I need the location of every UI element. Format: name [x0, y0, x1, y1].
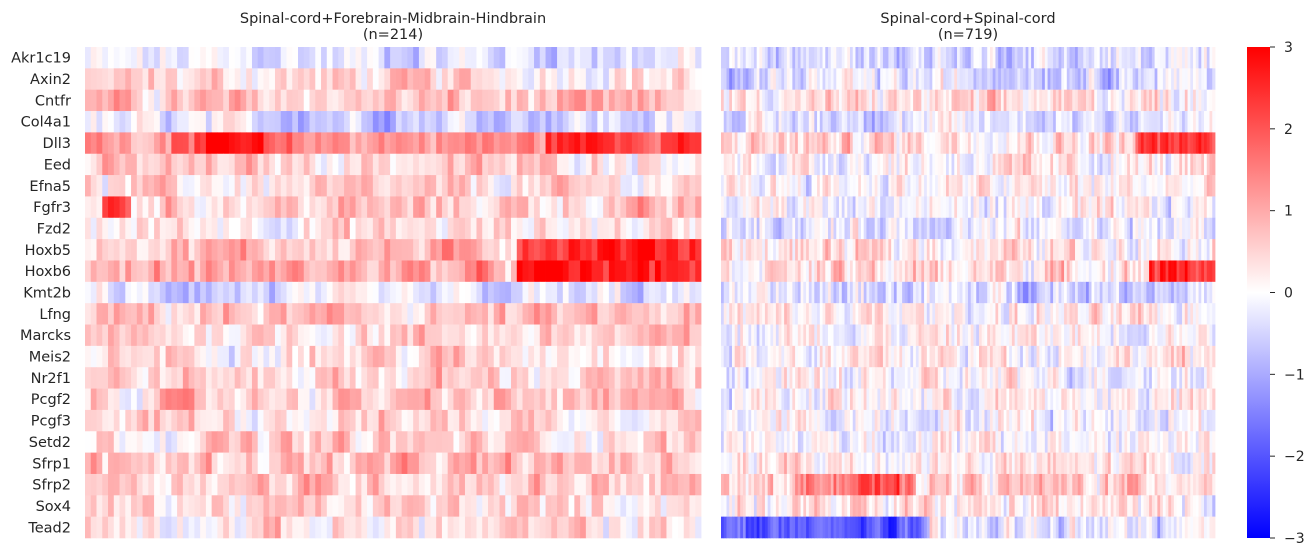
colorbar-tick-label: −1 [1284, 367, 1305, 383]
heatmap-row-setd2 [85, 431, 702, 453]
gene-label-axin2: Axin2 [30, 72, 71, 88]
heatmap-row-cntfr [85, 89, 702, 112]
heatmap-row-lfng [85, 303, 702, 325]
heatmap-row-meis2 [721, 345, 1216, 368]
heatmap-row-kmt2b [85, 281, 702, 304]
heatmap-panel-1 [85, 47, 702, 539]
heatmap-row-axin2 [721, 68, 1216, 90]
panel-1-subtitle: (n=214) [363, 27, 423, 43]
colorbar-tick-label: 1 [1284, 204, 1293, 220]
gene-label-eed: Eed [44, 157, 71, 173]
heatmap-row-nr2f1 [721, 367, 1216, 389]
heatmap-row-hoxb5 [85, 239, 702, 261]
heatmap-row-hoxb6 [85, 260, 702, 283]
gene-label-kmt2b: Kmt2b [23, 286, 71, 302]
colorbar-tick-label: −3 [1284, 531, 1305, 547]
gene-label-sox4: Sox4 [36, 499, 71, 515]
heatmap-row-axin2 [85, 68, 702, 90]
gene-axis-labels: Akr1c19 Axin2 Cntfr Col4a1 Dll3 Eed Efna5 Fgfr3… [11, 51, 71, 537]
gene-label-dll3: Dll3 [43, 136, 71, 152]
gene-label-akr1c19: Akr1c19 [11, 51, 71, 67]
heatmap-row-sox4 [85, 495, 702, 517]
heatmap-row-sfrp2 [85, 473, 702, 496]
heatmap-row-efna5 [85, 175, 702, 197]
heatmap-row-kmt2b [721, 281, 1216, 304]
gene-label-tead2: Tead2 [27, 520, 71, 536]
gene-label-nr2f1: Nr2f1 [31, 371, 71, 387]
heatmap-row-lfng [721, 303, 1216, 325]
gene-label-fgfr3: Fgfr3 [33, 200, 71, 216]
colorbar-tick-label: 0 [1284, 286, 1293, 302]
heatmap-row-sfrp1 [85, 452, 702, 475]
heatmap-row-akr1c19 [85, 47, 702, 69]
panel-1-title: Spinal-cord+Forebrain-Midbrain-Hindbrain [240, 11, 546, 27]
gene-label-sfrp1: Sfrp1 [32, 456, 71, 472]
heatmap-row-col4a1 [721, 111, 1216, 133]
gene-label-hoxb5: Hoxb5 [25, 243, 71, 259]
heatmap-row-tead2 [85, 516, 702, 539]
heatmap-row-meis2 [85, 345, 702, 368]
heatmap-row-hoxb6 [721, 260, 1216, 283]
heatmap-row-sfrp2 [721, 473, 1216, 496]
gene-label-meis2: Meis2 [29, 350, 71, 366]
colorbar-ticks: 3 2 1 0 −1 −2 −3 [1270, 40, 1305, 547]
heatmap-row-pcgf3 [721, 409, 1216, 432]
heatmap-row-pcgf2 [85, 388, 702, 411]
panel-2-subtitle: (n=719) [938, 27, 998, 43]
heatmap-row-fzd2 [721, 217, 1216, 240]
gene-label-sfrp2: Sfrp2 [32, 478, 71, 494]
colorbar [1247, 47, 1270, 538]
gene-label-cntfr: Cntfr [35, 93, 71, 109]
gene-label-efna5: Efna5 [29, 179, 71, 195]
gene-label-marcks: Marcks [20, 328, 71, 344]
panel-2-title: Spinal-cord+Spinal-cord [880, 11, 1055, 27]
heatmap-row-efna5 [721, 175, 1216, 197]
colorbar-tick-label: 2 [1284, 122, 1293, 138]
colorbar-tick-label: 3 [1284, 40, 1293, 56]
heatmap-row-sfrp1 [721, 452, 1216, 475]
heatmap-row-sox4 [721, 495, 1216, 517]
heatmap-row-eed [721, 153, 1216, 176]
heatmap-row-dll3 [721, 132, 1216, 155]
heatmap-row-fzd2 [85, 217, 702, 240]
heatmap-row-dll3 [85, 132, 702, 155]
gene-label-hoxb6: Hoxb6 [25, 264, 71, 280]
colorbar-tick-label: −2 [1284, 449, 1305, 465]
heatmap-row-marcks [85, 324, 702, 347]
gene-label-pcgf3: Pcgf3 [31, 414, 71, 430]
heatmap-row-hoxb5 [721, 239, 1216, 261]
gene-label-lfng: Lfng [39, 307, 71, 323]
gene-label-fzd2: Fzd2 [37, 221, 71, 237]
heatmap-row-pcgf3 [85, 409, 702, 432]
heatmap-row-col4a1 [85, 111, 702, 133]
heatmap-row-nr2f1 [85, 367, 702, 389]
heatmap-row-cntfr [721, 89, 1216, 112]
heatmap-row-eed [85, 153, 702, 176]
gene-label-pcgf2: Pcgf2 [31, 392, 71, 408]
heatmap-row-marcks [721, 324, 1216, 347]
heatmap-row-pcgf2 [721, 388, 1216, 411]
heatmap-panel-2 [721, 47, 1216, 539]
gene-label-col4a1: Col4a1 [21, 115, 71, 131]
gene-label-setd2: Setd2 [29, 435, 71, 451]
heatmap-row-fgfr3 [85, 196, 702, 219]
heatmap-row-setd2 [721, 431, 1216, 453]
heatmap-row-tead2 [721, 516, 1216, 539]
heatmap-row-akr1c19 [721, 47, 1216, 69]
heatmap-row-fgfr3 [721, 196, 1216, 219]
